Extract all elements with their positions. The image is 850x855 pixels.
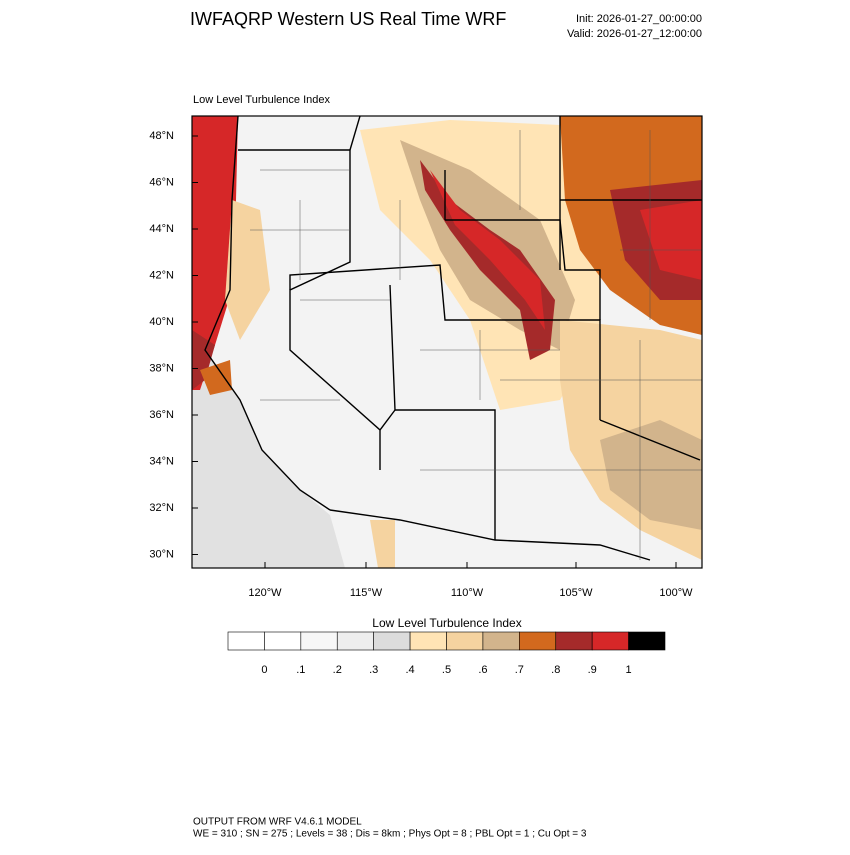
colorbar-box: [519, 631, 557, 651]
colorbar-box: [482, 631, 520, 651]
colorbar-box: [628, 631, 666, 651]
colorbar-label: .8: [551, 664, 560, 676]
lat-label: 42°N: [149, 269, 174, 281]
colorbar-label: .1: [296, 664, 305, 676]
colorbar-box: [300, 631, 338, 651]
lon-label: 115°W: [350, 587, 383, 599]
axis-labels: 48°N 46°N 44°N 42°N 40°N 38°N 36°N 34°N 32°N 30°N…: [149, 130, 693, 599]
lon-label: 110°W: [451, 587, 484, 599]
colorbar-label: .7: [515, 664, 524, 676]
colorbar: 0 .1 .2 .3 .4 .5 .6 .7 .8 .9 1: [227, 631, 666, 676]
colorbar-label: .3: [369, 664, 378, 676]
lat-label: 46°N: [149, 176, 174, 188]
lat-label: 40°N: [149, 316, 174, 328]
footer-line: OUTPUT FROM WRF V4.6.1 MODEL: [193, 817, 362, 828]
lat-label: 30°N: [149, 548, 174, 560]
footer-line: WE = 310 ; SN = 275 ; Levels = 38 ; Dis …: [193, 829, 587, 840]
map-subtitle: Low Level Turbulence Index: [193, 94, 330, 106]
colorbar-box: [264, 631, 302, 651]
lat-label: 36°N: [149, 409, 174, 421]
init-time: Init: 2026-01-27_00:00:00: [576, 13, 702, 25]
lat-label: 38°N: [149, 362, 174, 374]
lat-label: 34°N: [149, 455, 174, 467]
colorbar-label: .5: [442, 664, 451, 676]
lat-label: 44°N: [149, 223, 174, 235]
map: [192, 116, 702, 568]
colorbar-label: 0: [261, 664, 267, 676]
title: IWFAQRP Western US Real Time WRF: [190, 9, 506, 29]
colorbar-box: [409, 631, 447, 651]
colorbar-box: [446, 631, 484, 651]
colorbar-box: [373, 631, 411, 651]
colorbar-label: .2: [333, 664, 342, 676]
valid-time: Valid: 2026-01-27_12:00:00: [567, 28, 702, 40]
colorbar-box: [591, 631, 629, 651]
colorbar-label: .6: [478, 664, 487, 676]
colorbar-box: [555, 631, 593, 651]
colorbar-title: Low Level Turbulence Index: [372, 616, 521, 630]
lat-label: 48°N: [149, 130, 174, 142]
colorbar-label: 1: [626, 664, 632, 676]
colorbar-box: [336, 631, 374, 651]
lon-label: 120°W: [248, 587, 282, 599]
colorbar-box: [227, 631, 265, 651]
colorbar-label: .9: [588, 664, 597, 676]
colorbar-label: .4: [405, 664, 414, 676]
lat-label: 32°N: [149, 502, 174, 514]
lon-label: 105°W: [559, 587, 593, 599]
lon-label: 100°W: [659, 587, 693, 599]
map-frame: [191, 115, 703, 569]
